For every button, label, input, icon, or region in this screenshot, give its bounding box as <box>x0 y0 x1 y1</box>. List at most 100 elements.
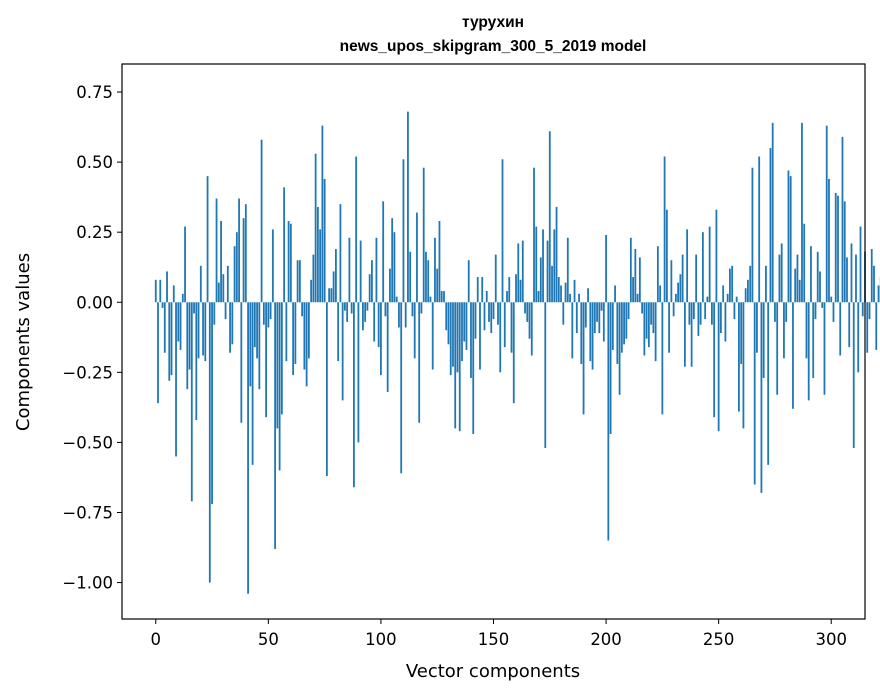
bar <box>456 302 459 373</box>
bar <box>461 302 463 362</box>
bar <box>825 125 828 303</box>
bar <box>618 302 621 395</box>
x-tick-label: 200 <box>590 630 622 649</box>
bar <box>510 302 513 353</box>
x-tick-label: 0 <box>151 630 162 649</box>
bar <box>362 302 364 331</box>
bar <box>271 229 274 303</box>
bar <box>823 302 826 395</box>
bar <box>188 302 191 370</box>
bar <box>420 302 423 314</box>
bar <box>569 293 571 303</box>
bar <box>632 277 634 303</box>
bar <box>607 302 610 541</box>
bar <box>753 302 756 485</box>
bar <box>526 302 529 322</box>
bar <box>591 302 594 370</box>
bar <box>409 251 412 303</box>
bar <box>350 302 353 314</box>
bar <box>756 302 758 353</box>
bar <box>566 237 569 303</box>
bar <box>672 302 675 317</box>
bar <box>298 260 301 303</box>
bar <box>488 302 490 322</box>
bar <box>553 229 556 303</box>
bar <box>425 251 427 303</box>
bar <box>819 271 821 303</box>
y-tick-label: −1.00 <box>62 574 113 593</box>
bar <box>665 209 668 303</box>
bar <box>638 257 641 303</box>
bar <box>535 226 538 303</box>
bar <box>758 156 761 303</box>
bar <box>181 293 184 303</box>
y-axis-ticks: 0.75 0.50 0.25 0.00 −0.25 −0.50 −0.75 −1.00 <box>62 83 122 593</box>
bar <box>251 302 254 465</box>
bar <box>312 254 315 303</box>
bar <box>278 302 281 471</box>
bar <box>501 159 504 303</box>
bar <box>598 302 601 334</box>
x-axis-label: Vector components <box>406 661 580 682</box>
bar <box>197 302 200 359</box>
bar <box>175 302 177 457</box>
bar <box>384 302 387 317</box>
bar <box>555 206 558 303</box>
bar <box>771 122 774 303</box>
bar <box>661 302 664 415</box>
bar <box>544 302 547 449</box>
bar <box>688 302 691 325</box>
bar <box>645 302 648 339</box>
bar <box>560 285 562 303</box>
bar <box>620 302 623 353</box>
bar <box>289 223 292 303</box>
bar <box>641 302 643 314</box>
bar <box>355 156 358 303</box>
y-tick-label: −0.50 <box>62 433 113 452</box>
bar <box>654 302 657 362</box>
bar <box>674 293 677 303</box>
bar <box>602 302 605 342</box>
bar <box>846 257 848 303</box>
bar <box>337 302 340 362</box>
bar <box>578 293 580 303</box>
bar <box>843 201 846 303</box>
bar <box>341 302 344 401</box>
bar <box>573 279 576 303</box>
bar <box>256 302 258 359</box>
bar <box>483 302 486 331</box>
bar <box>789 176 792 303</box>
bar <box>722 285 725 303</box>
bar <box>625 302 628 339</box>
bar <box>807 302 810 401</box>
bar <box>389 268 391 303</box>
bar <box>868 302 871 320</box>
bar <box>747 279 749 303</box>
x-tick-label: 150 <box>478 630 510 649</box>
bar <box>816 251 819 303</box>
bar <box>699 302 702 325</box>
bar <box>296 260 299 303</box>
bar <box>258 302 261 390</box>
bar <box>463 302 466 342</box>
bar <box>166 271 168 303</box>
bar <box>780 243 783 303</box>
bar <box>765 265 767 303</box>
bar <box>697 302 700 336</box>
bar <box>593 302 596 334</box>
bar <box>240 302 243 423</box>
bar <box>656 246 659 303</box>
bar <box>364 302 367 322</box>
bar <box>855 254 857 303</box>
bar <box>677 282 680 303</box>
bar <box>231 302 234 345</box>
bar <box>490 302 493 334</box>
bar <box>810 246 812 303</box>
bar <box>643 302 646 356</box>
bar <box>873 265 875 303</box>
bar <box>533 167 535 303</box>
bar <box>546 240 549 303</box>
bar <box>391 218 394 303</box>
